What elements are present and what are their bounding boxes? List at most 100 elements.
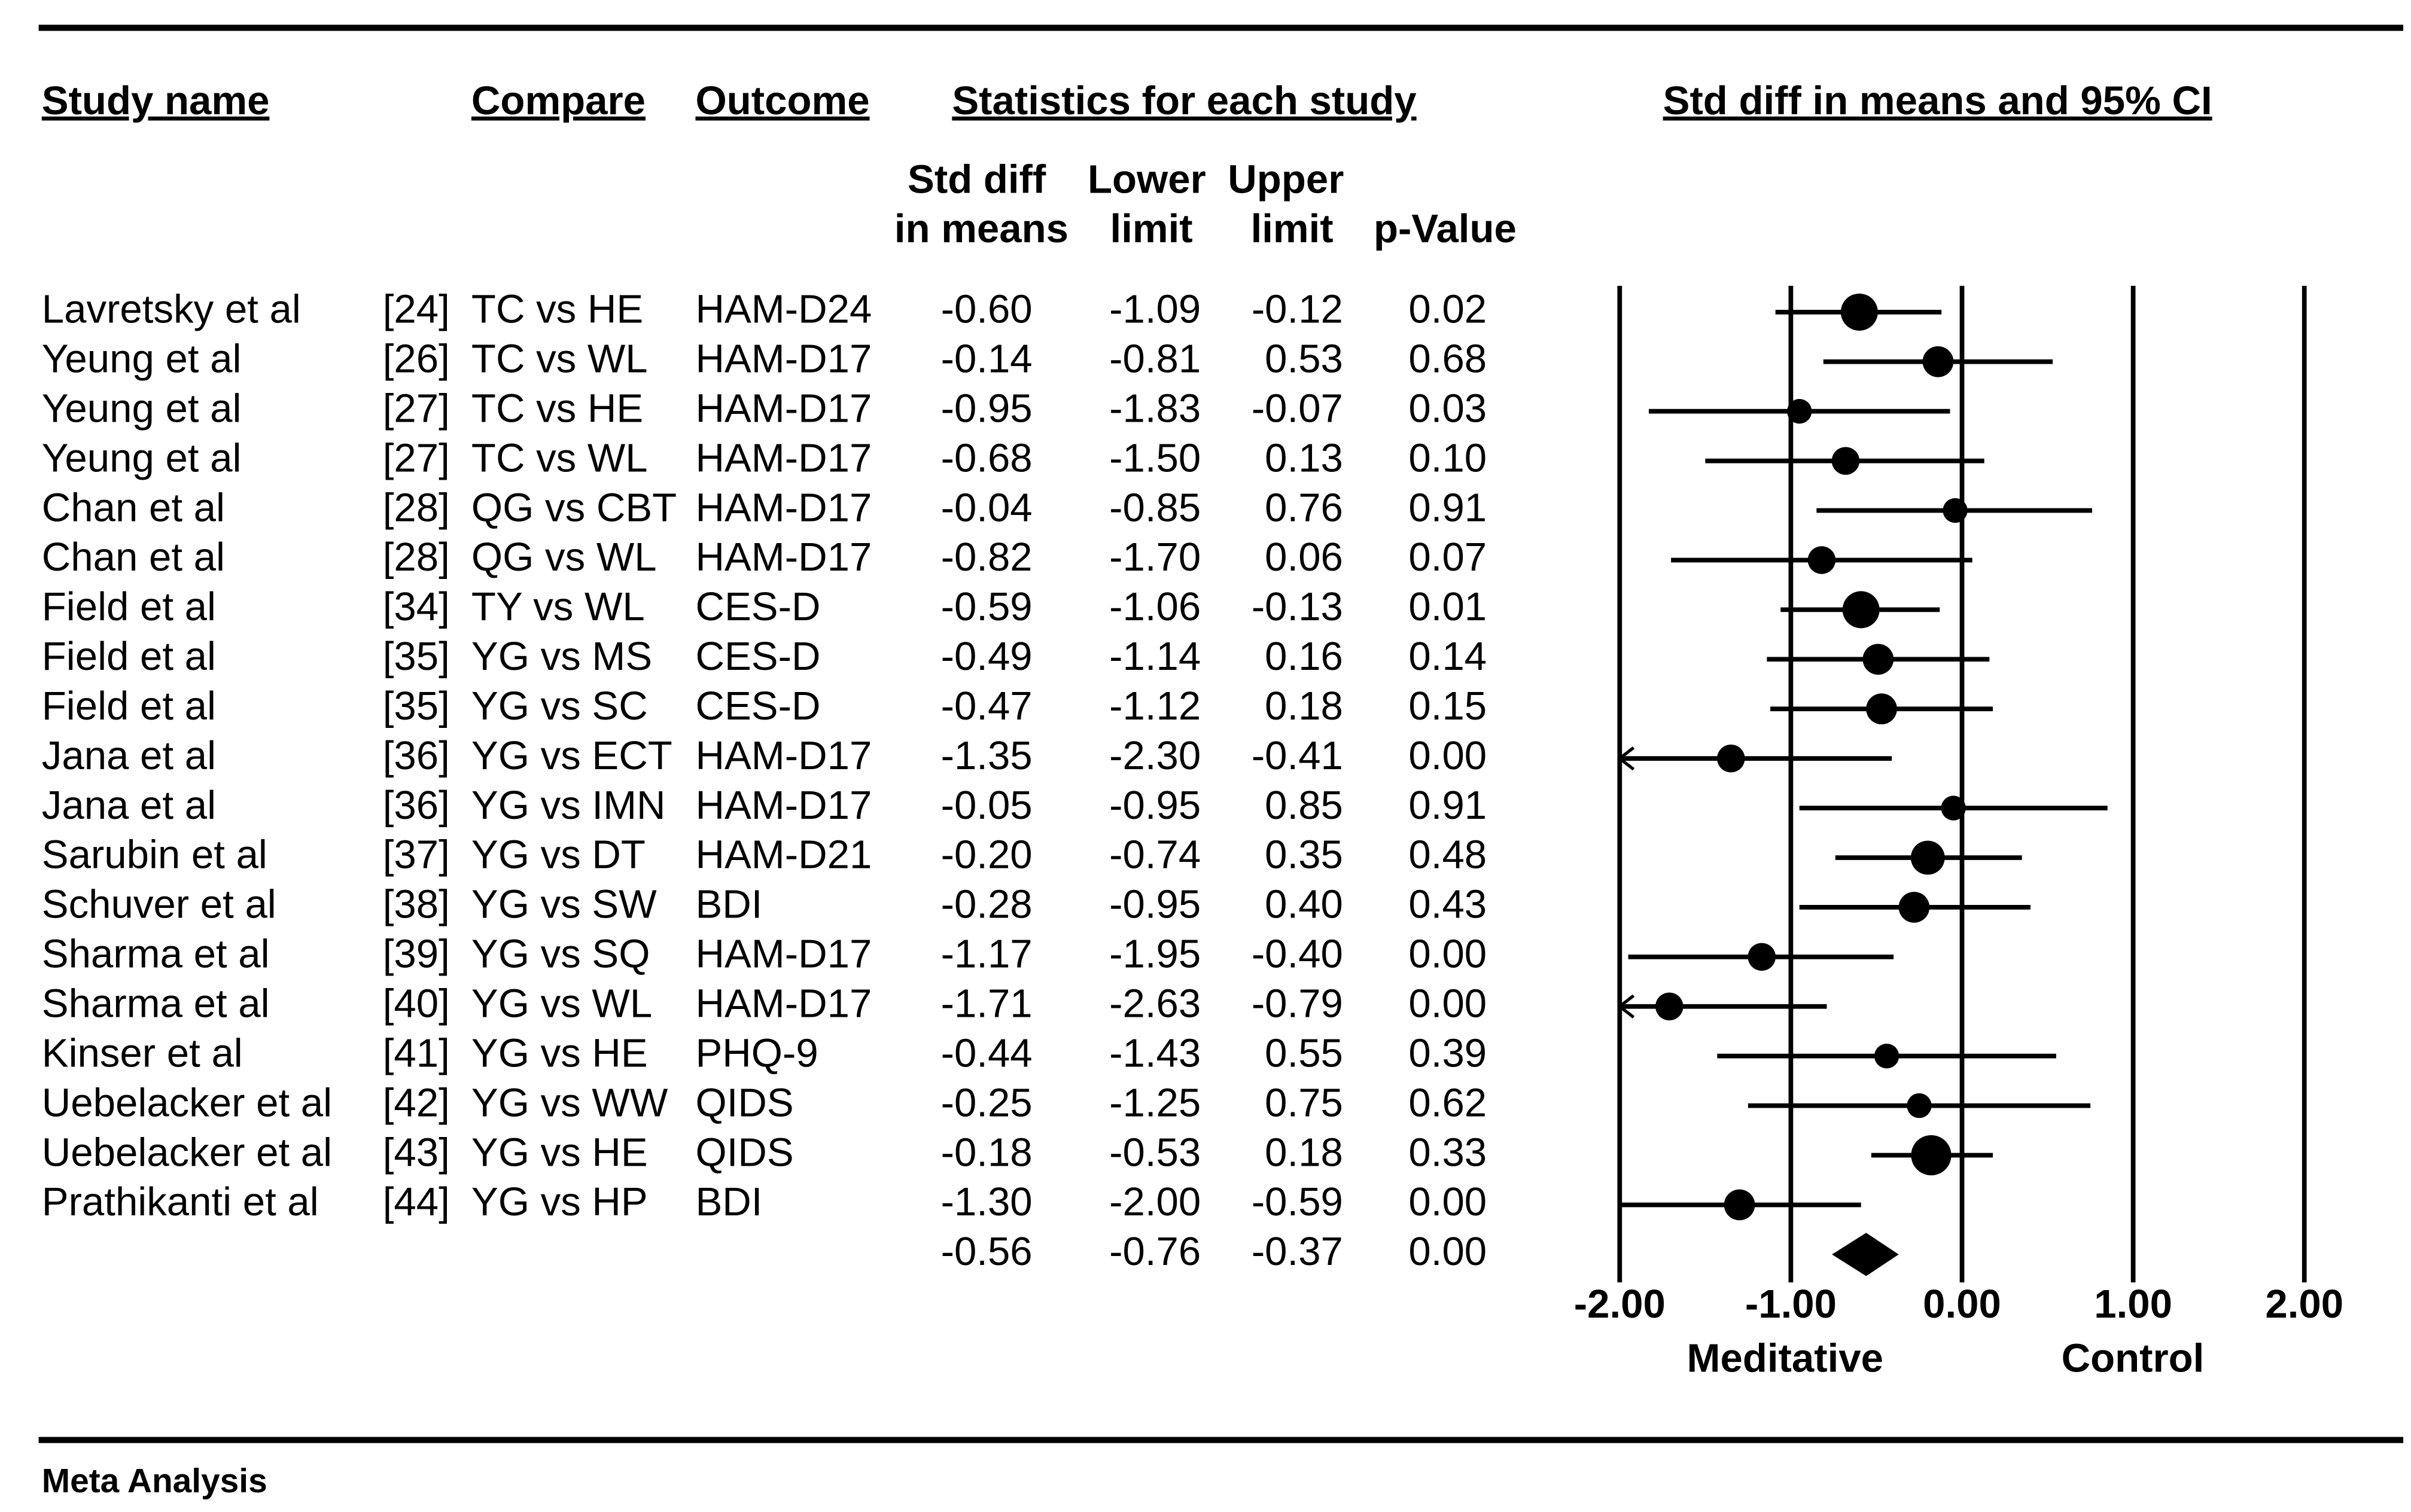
outcome: CES-D <box>696 584 821 629</box>
compare: YG vs MS <box>471 634 652 679</box>
reference: [38] <box>383 882 450 927</box>
p-value: 0.00 <box>1408 981 1487 1026</box>
compare: YG vs HP <box>471 1179 648 1224</box>
compare: TC vs WL <box>471 435 648 480</box>
outcome: HAM-D17 <box>696 981 872 1026</box>
upper-limit: 0.53 <box>1265 336 1343 381</box>
reference: [41] <box>383 1031 450 1075</box>
lower-limit: -1.06 <box>1109 584 1201 629</box>
point-estimate <box>1862 644 1894 675</box>
std-diff: -0.44 <box>941 1031 1033 1075</box>
reference: [26] <box>383 336 450 381</box>
subheader: limit <box>1110 206 1193 251</box>
compare: TC vs HE <box>471 386 643 431</box>
lower-limit: -0.85 <box>1109 485 1201 530</box>
header: Outcome <box>696 78 870 123</box>
point-estimate <box>1910 840 1945 875</box>
reference: [34] <box>383 584 450 629</box>
upper-limit: -0.41 <box>1252 733 1343 778</box>
point-estimate <box>1840 293 1878 331</box>
reference: [42] <box>383 1080 450 1125</box>
point-estimate <box>1717 744 1745 773</box>
p-value: 0.48 <box>1408 833 1487 877</box>
outcome: HAM-D17 <box>696 733 872 778</box>
point-estimate <box>1874 1044 1899 1069</box>
header: Compare <box>471 78 646 123</box>
reference: [37] <box>383 833 450 877</box>
outcome: HAM-D17 <box>696 336 872 381</box>
reference: [43] <box>383 1130 450 1175</box>
compare: YG vs WW <box>471 1080 668 1125</box>
p-value: 0.91 <box>1408 485 1487 530</box>
outcome: HAM-D24 <box>696 287 872 332</box>
std-diff: -0.05 <box>941 783 1033 828</box>
summary-p: 0.00 <box>1408 1229 1487 1274</box>
compare: YG vs WL <box>471 981 652 1026</box>
lower-limit: -1.70 <box>1109 535 1201 580</box>
p-value: 0.00 <box>1408 932 1487 977</box>
subheader: p-Value <box>1374 206 1517 251</box>
upper-limit: 0.18 <box>1265 1130 1343 1175</box>
favours-label: Meditative <box>1687 1336 1883 1381</box>
reference: [28] <box>383 535 450 580</box>
study-name: Yeung et al <box>42 386 242 431</box>
reference: [40] <box>383 981 450 1026</box>
point-estimate <box>1842 591 1880 629</box>
point-estimate <box>1922 346 1954 377</box>
upper-limit: 0.18 <box>1265 684 1343 728</box>
summary-lower: -0.76 <box>1109 1229 1201 1274</box>
study-name: Uebelacker et al <box>42 1080 332 1125</box>
point-estimate <box>1941 795 1966 821</box>
p-value: 0.68 <box>1408 336 1487 381</box>
outcome: CES-D <box>696 634 821 679</box>
upper-limit: 0.85 <box>1265 783 1343 828</box>
point-estimate <box>1787 399 1812 424</box>
std-diff: -0.68 <box>941 435 1033 480</box>
lower-limit: -1.25 <box>1109 1080 1201 1125</box>
footer: Meta Analysis <box>42 1462 267 1500</box>
std-diff: -1.35 <box>941 733 1033 778</box>
compare: TY vs WL <box>471 584 645 629</box>
header: Statistics for each study <box>952 78 1416 123</box>
lower-limit: -0.53 <box>1109 1130 1201 1175</box>
summary-diamond <box>1832 1233 1899 1276</box>
upper-limit: 0.13 <box>1265 435 1343 480</box>
reference: [28] <box>383 485 450 530</box>
compare: QG vs WL <box>471 535 657 580</box>
lower-limit: -2.30 <box>1109 733 1201 778</box>
reference: [44] <box>383 1179 450 1224</box>
std-diff: -0.95 <box>941 386 1033 431</box>
study-name: Sharma et al <box>42 932 270 977</box>
study-name: Jana et al <box>42 733 216 778</box>
point-estimate <box>1943 498 1968 523</box>
upper-limit: 0.35 <box>1265 833 1343 877</box>
point-estimate <box>1907 1093 1932 1118</box>
compare: TC vs HE <box>471 287 643 332</box>
lower-limit: -0.81 <box>1109 336 1201 381</box>
point-estimate <box>1655 992 1684 1020</box>
compare: YG vs SC <box>471 684 648 728</box>
std-diff: -0.14 <box>941 336 1033 381</box>
study-name: Sarubin et al <box>42 833 267 877</box>
x-tick-label: -2.00 <box>1574 1282 1666 1327</box>
lower-limit: -2.00 <box>1109 1179 1201 1224</box>
std-diff: -1.30 <box>941 1179 1033 1224</box>
p-value: 0.39 <box>1408 1031 1487 1075</box>
upper-limit: -0.59 <box>1252 1179 1343 1224</box>
reference: [39] <box>383 932 450 977</box>
study-name: Yeung et al <box>42 435 242 480</box>
header: Study name <box>42 78 270 123</box>
lower-limit: -1.14 <box>1109 634 1201 679</box>
reference: [35] <box>383 684 450 728</box>
outcome: HAM-D17 <box>696 783 872 828</box>
upper-limit: -0.07 <box>1252 386 1343 431</box>
std-diff: -0.82 <box>941 535 1033 580</box>
compare: TC vs WL <box>471 336 648 381</box>
reference: [36] <box>383 783 450 828</box>
point-estimate <box>1831 447 1860 475</box>
upper-limit: 0.76 <box>1265 485 1343 530</box>
x-tick-label: -1.00 <box>1745 1282 1837 1327</box>
outcome: BDI <box>696 882 763 927</box>
outcome: HAM-D21 <box>696 833 872 877</box>
p-value: 0.14 <box>1408 634 1487 679</box>
